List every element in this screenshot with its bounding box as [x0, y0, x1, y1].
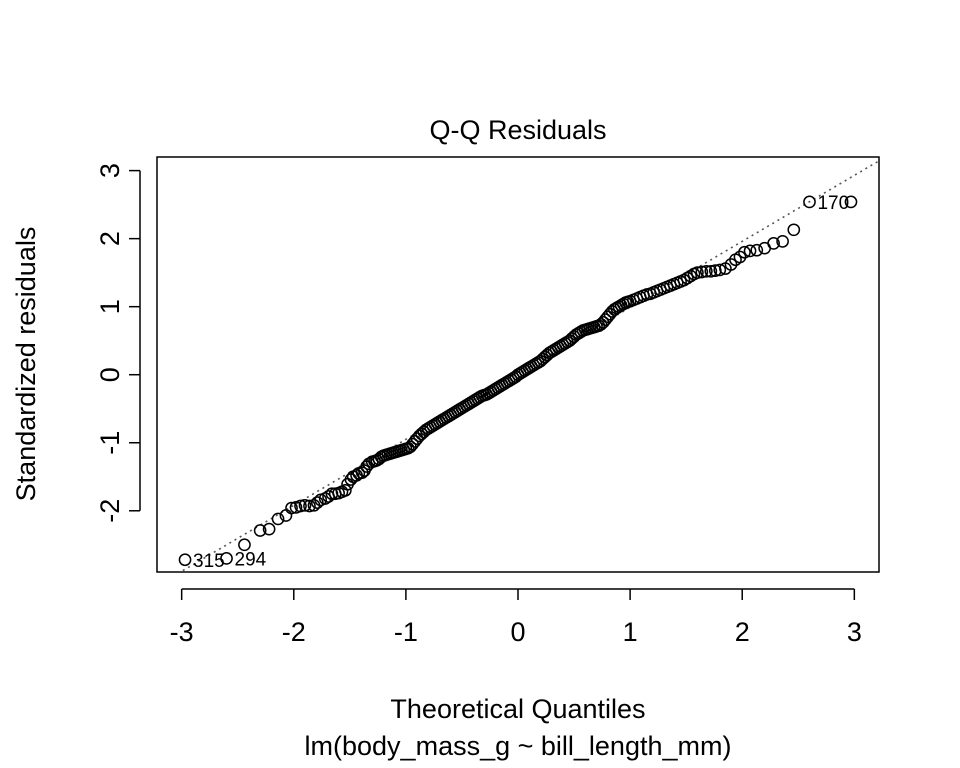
y-tick-label: 1	[95, 299, 125, 314]
points-layer	[178, 195, 858, 567]
data-point	[271, 512, 285, 526]
data-point	[767, 237, 780, 250]
y-tick-label: 3	[95, 163, 125, 178]
data-point	[238, 538, 251, 552]
y-axis: -2 -1 0 1 2 3	[95, 163, 141, 523]
data-point	[401, 441, 415, 455]
outlier-label: 294	[235, 549, 267, 570]
data-point	[738, 245, 751, 259]
data-point	[750, 243, 764, 257]
x-tick-label: -1	[394, 617, 418, 647]
data-point	[704, 264, 718, 278]
x-tick-label: 0	[510, 617, 525, 647]
data-point	[776, 235, 789, 248]
data-point	[178, 553, 192, 567]
x-tick-label: -2	[282, 617, 306, 647]
data-point	[253, 524, 267, 537]
y-tick-label: 2	[95, 231, 125, 246]
data-point	[787, 223, 801, 237]
x-tick-label: 3	[847, 617, 862, 647]
x-axis-sublabel: lm(body_mass_g ~ bill_length_mm)	[305, 731, 732, 761]
chart-title: Q-Q Residuals	[429, 115, 606, 145]
y-tick-label: -1	[95, 431, 125, 455]
y-tick-label: -2	[95, 499, 125, 523]
data-point	[695, 265, 709, 279]
data-point	[294, 499, 307, 513]
data-point	[338, 484, 352, 497]
x-tick-label: 2	[735, 617, 750, 647]
data-point	[303, 499, 316, 513]
data-point	[743, 244, 757, 258]
data-point	[803, 195, 816, 209]
outlier-labels-layer: 170 315 294	[193, 193, 849, 572]
outlier-label: 315	[193, 551, 225, 572]
x-tick-label: 1	[623, 617, 638, 647]
data-point	[310, 496, 324, 509]
data-point	[699, 264, 713, 278]
outlier-label: 170	[817, 193, 849, 214]
reference-line-layer	[178, 160, 879, 572]
y-tick-label: 0	[95, 367, 125, 382]
data-point	[713, 263, 727, 277]
data-point	[220, 552, 233, 565]
x-axis-label: Theoretical Quantiles	[390, 694, 645, 724]
data-point	[844, 195, 858, 209]
x-axis: -3 -2 -1 0 1 2 3	[170, 588, 862, 647]
data-point	[691, 266, 704, 280]
plot-frame	[156, 156, 880, 573]
data-point	[285, 501, 298, 515]
x-tick-label: -3	[170, 617, 194, 647]
qq-reference-line	[178, 160, 879, 572]
data-point	[262, 522, 276, 536]
y-axis-label: Standardized residuals	[11, 227, 41, 502]
data-point	[298, 498, 312, 512]
